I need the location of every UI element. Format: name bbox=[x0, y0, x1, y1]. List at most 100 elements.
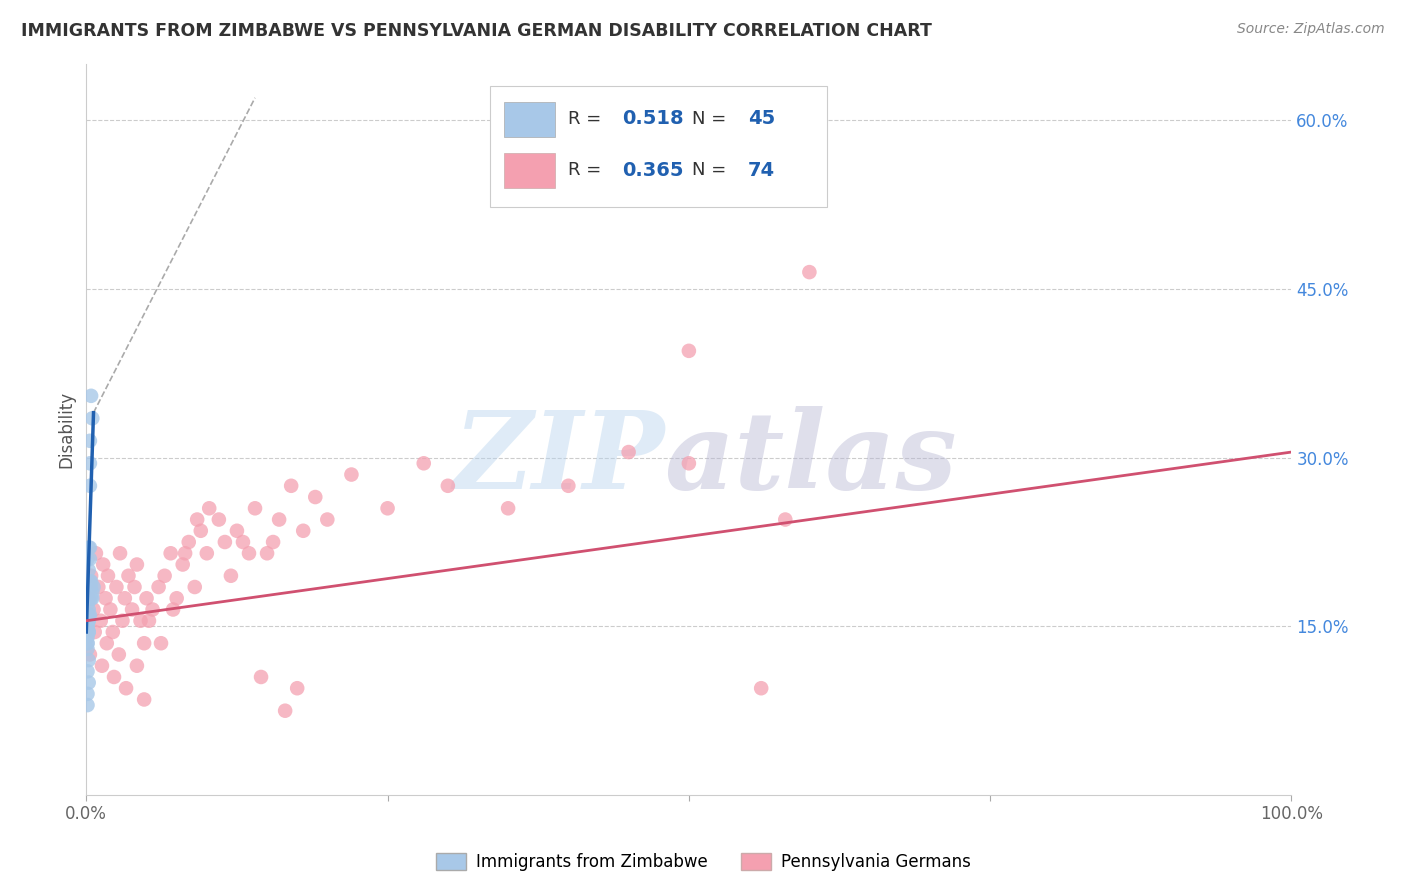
Point bbox=[134, 692, 156, 706]
Point bbox=[316, 512, 339, 526]
Point bbox=[77, 602, 100, 616]
Point bbox=[129, 614, 152, 628]
Point bbox=[87, 580, 110, 594]
Point bbox=[77, 608, 100, 623]
Point bbox=[79, 608, 101, 623]
Text: 0.365: 0.365 bbox=[623, 161, 685, 179]
Point bbox=[226, 524, 249, 538]
Point bbox=[285, 681, 308, 696]
Point bbox=[219, 568, 242, 582]
Point bbox=[174, 546, 197, 560]
Point bbox=[77, 591, 100, 606]
Point bbox=[496, 501, 519, 516]
Point bbox=[243, 501, 266, 516]
Point bbox=[186, 512, 208, 526]
Point bbox=[76, 608, 98, 623]
Point bbox=[83, 625, 105, 640]
Point bbox=[83, 602, 105, 616]
Point bbox=[76, 619, 98, 633]
Point bbox=[135, 591, 157, 606]
Point bbox=[76, 625, 98, 640]
Point bbox=[77, 675, 100, 690]
Point bbox=[162, 602, 184, 616]
Point bbox=[190, 524, 212, 538]
Point bbox=[77, 625, 100, 640]
Point bbox=[101, 625, 124, 640]
Y-axis label: Disability: Disability bbox=[58, 391, 75, 468]
Point bbox=[76, 631, 98, 645]
Point bbox=[100, 602, 122, 616]
Point bbox=[340, 467, 363, 482]
Point bbox=[77, 541, 100, 555]
Bar bbox=[505, 102, 555, 137]
Point bbox=[678, 456, 700, 470]
Point bbox=[280, 479, 302, 493]
Point bbox=[80, 389, 103, 403]
Point bbox=[80, 568, 103, 582]
Point bbox=[79, 456, 101, 470]
Point bbox=[77, 574, 100, 589]
Point bbox=[76, 619, 98, 633]
Legend: Immigrants from Zimbabwe, Pennsylvania Germans: Immigrants from Zimbabwe, Pennsylvania G… bbox=[427, 845, 979, 880]
Point bbox=[77, 614, 100, 628]
Point bbox=[77, 563, 100, 577]
Point bbox=[76, 698, 98, 712]
Point bbox=[77, 625, 100, 640]
Point bbox=[142, 602, 165, 616]
Point bbox=[172, 558, 194, 572]
Text: N =: N = bbox=[693, 161, 733, 179]
Point bbox=[125, 658, 148, 673]
Point bbox=[80, 580, 103, 594]
Point bbox=[557, 479, 579, 493]
Point bbox=[115, 681, 138, 696]
Point bbox=[83, 580, 105, 594]
Point bbox=[76, 636, 98, 650]
Point bbox=[79, 591, 101, 606]
Point bbox=[125, 558, 148, 572]
Point bbox=[232, 535, 254, 549]
Point bbox=[138, 614, 160, 628]
Point bbox=[214, 535, 236, 549]
Point bbox=[82, 591, 104, 606]
Text: R =: R = bbox=[568, 110, 607, 128]
Text: R =: R = bbox=[568, 161, 607, 179]
Point bbox=[77, 653, 100, 667]
Point bbox=[114, 591, 136, 606]
Point bbox=[124, 580, 146, 594]
Point bbox=[437, 479, 460, 493]
Point bbox=[108, 546, 131, 560]
Text: ZIP: ZIP bbox=[453, 406, 665, 512]
Text: IMMIGRANTS FROM ZIMBABWE VS PENNSYLVANIA GERMAN DISABILITY CORRELATION CHART: IMMIGRANTS FROM ZIMBABWE VS PENNSYLVANIA… bbox=[21, 22, 932, 40]
Point bbox=[153, 568, 176, 582]
Point bbox=[79, 434, 101, 448]
Point bbox=[76, 665, 98, 679]
Point bbox=[105, 580, 128, 594]
Point bbox=[84, 546, 107, 560]
Point bbox=[80, 591, 103, 606]
Point bbox=[76, 687, 98, 701]
Point bbox=[111, 614, 134, 628]
Text: Source: ZipAtlas.com: Source: ZipAtlas.com bbox=[1237, 22, 1385, 37]
Point bbox=[256, 546, 278, 560]
Point bbox=[77, 614, 100, 628]
Point bbox=[269, 512, 291, 526]
Point bbox=[76, 552, 98, 566]
Point bbox=[82, 585, 104, 599]
Point bbox=[79, 552, 101, 566]
Point bbox=[238, 546, 260, 560]
Point bbox=[617, 445, 640, 459]
Point bbox=[177, 535, 200, 549]
Text: 74: 74 bbox=[748, 161, 775, 179]
Point bbox=[274, 704, 297, 718]
Point bbox=[79, 580, 101, 594]
Point bbox=[533, 186, 555, 201]
Point bbox=[103, 670, 125, 684]
Point bbox=[77, 585, 100, 599]
Point bbox=[799, 265, 821, 279]
Point bbox=[94, 591, 117, 606]
Point bbox=[97, 568, 120, 582]
Point bbox=[117, 568, 139, 582]
Bar bbox=[505, 153, 555, 188]
Point bbox=[108, 648, 131, 662]
Point bbox=[76, 636, 98, 650]
